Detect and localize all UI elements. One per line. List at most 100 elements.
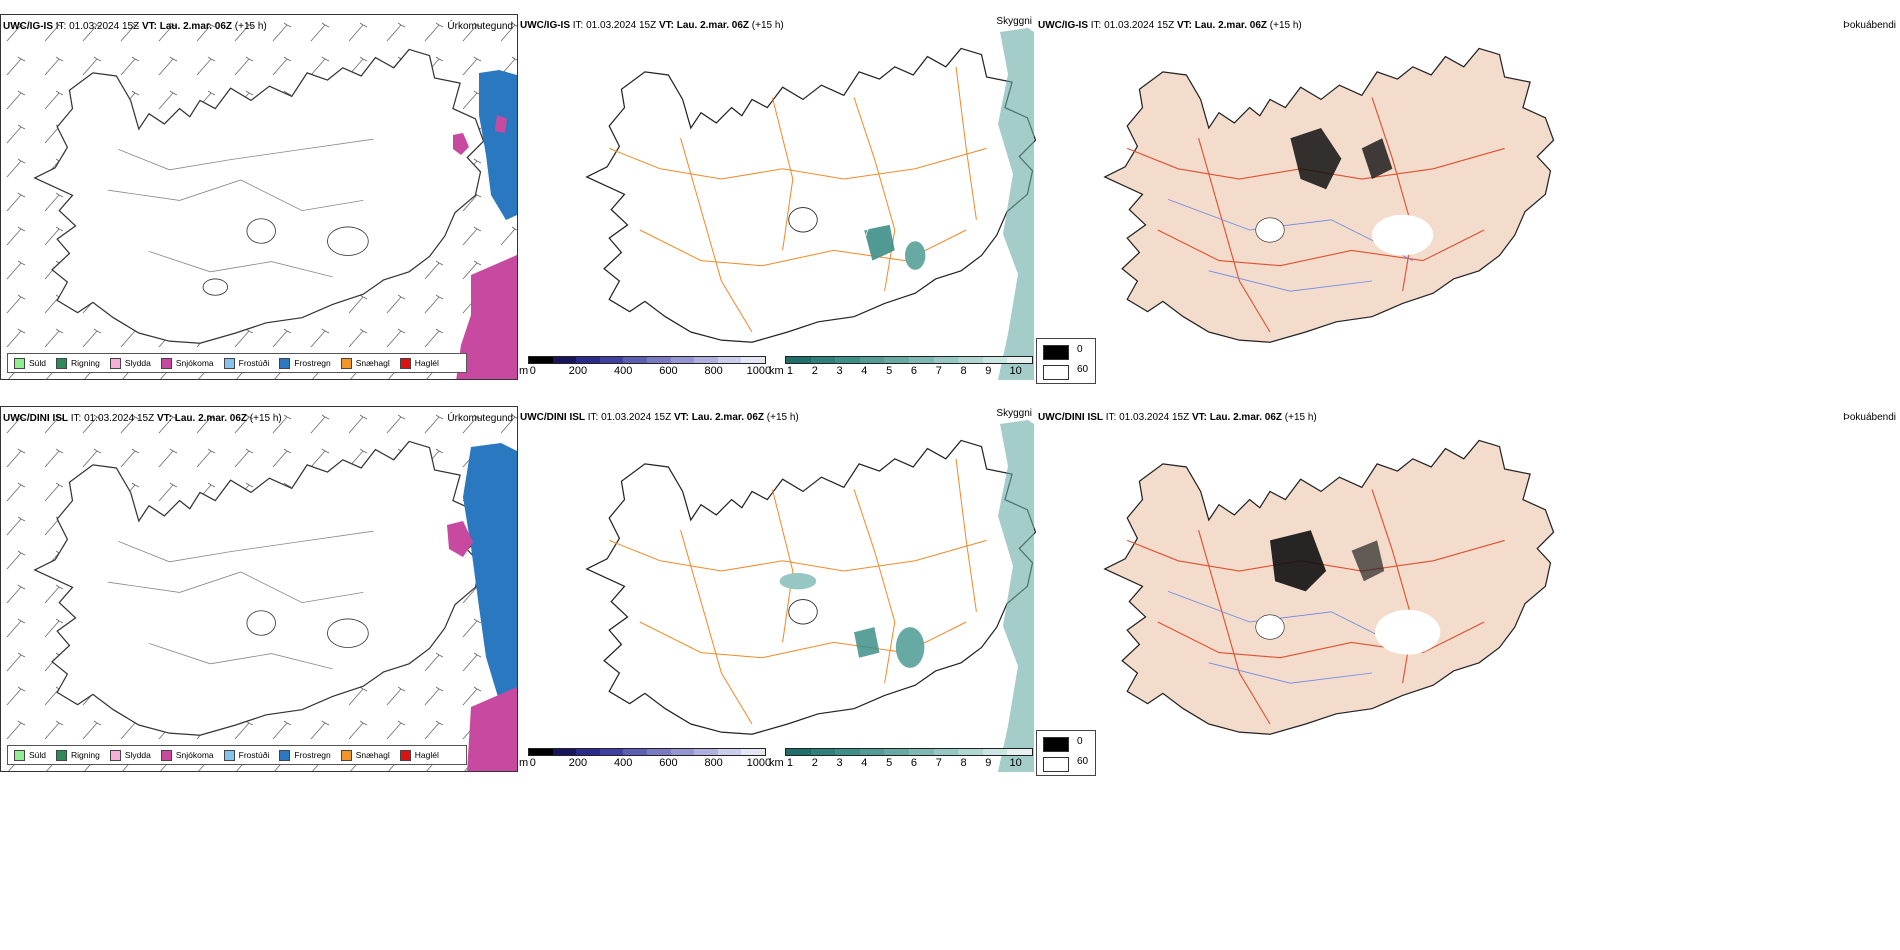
visibility-unit: km	[769, 757, 784, 769]
vt-label: VT:	[141, 21, 157, 32]
visibility-colorbar-row2: 1 2 3 4 5 6 7 8 9 10 km	[769, 748, 1033, 772]
fog-index-map-row1: UWC/IG-IS IT: 01.03.2024 15Z VT: Lau. 2.…	[1036, 14, 1900, 380]
legend-item: Snæhagl	[340, 357, 390, 369]
legend-item: Frostúði	[223, 357, 269, 369]
valid-time: Lau. 2.mar. 06Z	[159, 21, 233, 32]
low-visibility-area	[864, 224, 895, 261]
valid-time: Lau. 2.mar. 06Z	[174, 413, 248, 424]
init-time: 01.03.2024 15Z	[69, 21, 140, 32]
fog-map-canvas	[1104, 47, 1555, 343]
it-label: IT:	[1105, 412, 1117, 423]
visibility-map-row1: 997 UWC/IG-IS IT: 01.03.2024 15Z VT: Lau…	[518, 14, 1036, 380]
legend-item: Snjókoma	[160, 357, 214, 369]
glacier-outline	[788, 207, 818, 233]
legend-item: Slydda	[109, 357, 151, 369]
vt-label: VT:	[673, 412, 689, 423]
snow-area	[447, 521, 473, 557]
legend-swatch	[223, 357, 235, 369]
legend-swatch	[223, 749, 235, 761]
init-time: 01.03.2024 15Z	[1104, 20, 1175, 31]
offshore-visibility-band	[998, 28, 1034, 380]
model-name: UWC/IG-IS	[3, 21, 53, 32]
legend-swatch	[14, 357, 25, 369]
legend-item: Frostregn	[279, 749, 331, 761]
precip-legend: Súld Rigning Slydda Snjókoma Frostúði Fr…	[7, 353, 467, 373]
legend-swatch	[279, 357, 291, 369]
precip-type-map-row1: UWC/IG-IS IT: 01.03.2024 15Z VT: Lau. 2.…	[0, 14, 518, 380]
vt-label: VT:	[1191, 412, 1207, 423]
legend-item: Snjókoma	[160, 749, 214, 761]
glacier-outline	[327, 618, 369, 648]
low-visibility-area	[854, 627, 880, 658]
fog-legend-swatch	[1043, 757, 1069, 772]
glacier-outline	[327, 226, 369, 256]
lead-time: (+15 h)	[249, 413, 282, 424]
snow-area	[467, 687, 517, 771]
init-time: 01.03.2024 15Z	[84, 413, 155, 424]
panel-header: UWC/DINI ISL IT: 01.03.2024 15Z VT: Lau.…	[3, 413, 282, 424]
legend-swatch	[160, 357, 172, 369]
fog-area	[1270, 530, 1327, 592]
legend-swatch	[14, 749, 25, 761]
panel-title: Þokuábendi	[1843, 412, 1896, 423]
coastline	[586, 439, 1036, 735]
model-name: UWC/IG-IS	[1038, 20, 1088, 31]
model-name: UWC/DINI ISL	[520, 412, 585, 423]
visibility-map-canvas: 997	[586, 28, 1036, 380]
lead-time: (+15 h)	[751, 20, 784, 31]
coastline	[586, 47, 1036, 343]
visibility-unit: km	[769, 365, 784, 377]
legend-item: Haglél	[399, 749, 439, 761]
terrain-color-ramp	[528, 748, 766, 756]
low-visibility-area	[895, 627, 925, 668]
legend-swatch	[340, 749, 352, 761]
low-visibility-area	[905, 241, 926, 270]
panel-title: Þokuábendi	[1843, 20, 1896, 31]
panel-title: Skyggni	[996, 16, 1032, 27]
lead-time: (+15 h)	[1284, 412, 1317, 423]
roads	[609, 66, 987, 333]
glacier-fill	[1255, 614, 1285, 640]
lead-time: (+15 h)	[766, 412, 799, 423]
fog-legend-row1: 0 60	[1036, 338, 1096, 384]
legend-swatch	[56, 357, 68, 369]
glacier-fill	[1255, 217, 1285, 243]
legend-item: Rigning	[56, 357, 100, 369]
precip-map-canvas	[1, 407, 517, 771]
land-fill	[1104, 47, 1555, 343]
panel-header: UWC/DINI ISL IT: 01.03.2024 15Z VT: Lau.…	[520, 412, 799, 423]
panel-title: Úrkomutegund	[447, 413, 513, 424]
glacier-outline	[202, 278, 228, 296]
freezing-rain-area	[463, 443, 517, 707]
terrain-colorbar-row1: 0 200 400 600 800 1000 m	[519, 356, 771, 380]
lead-time: (+15 h)	[234, 21, 267, 32]
snow-area	[495, 115, 507, 133]
fog-area	[1351, 540, 1385, 582]
rivers	[1167, 199, 1413, 292]
fog-area	[1290, 128, 1342, 190]
fog-legend-swatch	[1043, 365, 1069, 380]
terrain-unit: m	[519, 365, 529, 377]
vt-label: VT:	[658, 20, 674, 31]
terrain-unit: m	[519, 757, 529, 769]
panel-header: UWC/IG-IS IT: 01.03.2024 15Z VT: Lau. 2.…	[3, 21, 267, 32]
panel-header: UWC/IG-IS IT: 01.03.2024 15Z VT: Lau. 2.…	[1038, 20, 1302, 31]
snow-area	[456, 255, 517, 379]
init-time: 01.03.2024 15Z	[601, 412, 672, 423]
model-name: UWC/DINI ISL	[1038, 412, 1103, 423]
legend-item: Frostúði	[223, 749, 269, 761]
precip-legend: Súld Rigning Slydda Snjókoma Frostúði Fr…	[7, 745, 467, 765]
model-name: UWC/DINI ISL	[3, 413, 68, 424]
legend-item: Frostregn	[279, 357, 331, 369]
legend-item: Snæhagl	[340, 749, 390, 761]
lead-time: (+15 h)	[1269, 20, 1302, 31]
glacier-outline	[246, 610, 276, 636]
panel-header: UWC/DINI ISL IT: 01.03.2024 15Z VT: Lau.…	[1038, 412, 1317, 423]
visibility-map-row2: UWC/DINI ISL IT: 01.03.2024 15Z VT: Lau.…	[518, 406, 1036, 772]
visibility-color-ramp	[785, 356, 1033, 364]
glacier-outline	[246, 218, 276, 244]
legend-item: Haglél	[399, 357, 439, 369]
visibility-colorbar-row1: 1 2 3 4 5 6 7 8 9 10 km	[769, 356, 1033, 380]
visibility-map-canvas	[586, 420, 1036, 772]
precip-type-map-row2: UWC/DINI ISL IT: 01.03.2024 15Z VT: Lau.…	[0, 406, 518, 772]
